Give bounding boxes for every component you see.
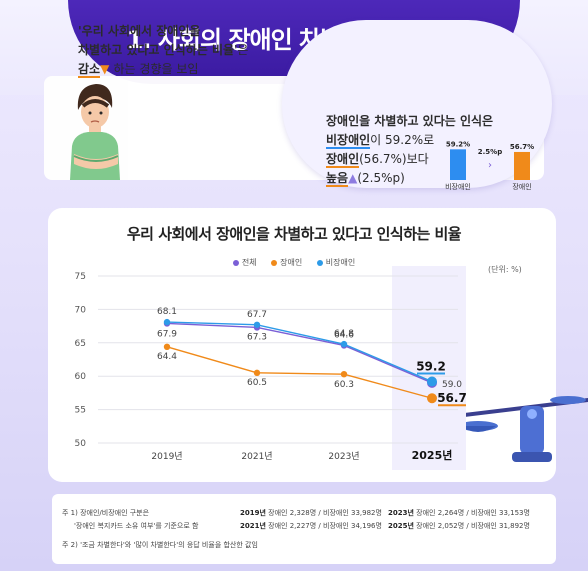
data-label: 64.6	[334, 330, 354, 340]
footnote-1b: '장애인 복지카드 소유 여부'를 기준으로 함	[74, 522, 199, 530]
highlight-column-2025	[392, 266, 466, 470]
sample-2025: 2025년 장애인 2,052명 / 비장애인 31,892명	[388, 522, 530, 530]
y-tick-label: 50	[75, 439, 87, 449]
data-label: 56.7	[437, 391, 467, 405]
mini-bar-value-disabled: 56.7%	[510, 143, 534, 151]
person-arms-crossed-icon	[70, 84, 120, 180]
summary-left-line1: '우리 사회에서 장애인을	[78, 24, 201, 38]
footnote-1a: 주 1) 장애인/비장애인 구분은	[62, 509, 150, 517]
data-label: 64.8	[334, 329, 354, 339]
data-label: 67.9	[157, 329, 177, 339]
data-point	[253, 321, 261, 328]
data-label: 59.2	[416, 360, 446, 374]
mini-bar-value-nondisabled: 59.2%	[446, 140, 470, 148]
mini-diff-label: 2.5%p	[478, 148, 502, 156]
arrow-down-icon: ▼	[100, 62, 110, 76]
summary-left-decrease: 감소	[78, 62, 101, 78]
legend-label-nondisabled: 비장애인	[325, 258, 356, 267]
data-label: 64.4	[157, 352, 177, 362]
x-tick-label: 2021년	[241, 451, 272, 462]
y-tick-label: 70	[75, 305, 87, 315]
x-tick-label: 2019년	[151, 451, 182, 462]
data-label: 60.5	[247, 378, 267, 388]
sample-2021: 2021년 장애인 2,227명 / 비장애인 34,196명	[240, 522, 382, 530]
series-line-0	[166, 322, 433, 384]
chart-title: 우리 사회에서 장애인을 차별하고 있다고 인식하는 비율	[126, 225, 462, 243]
sample-2019: 2019년 장애인 2,328명 / 비장애인 33,982명	[240, 509, 382, 517]
chart-unit: (단위: %)	[488, 265, 522, 274]
footnote-box: 주 1) 장애인/비장애인 구분은 '장애인 복지카드 소유 여부'를 기준으로…	[52, 494, 556, 564]
summary-left-line2-tail: '은	[234, 43, 249, 57]
data-point	[163, 318, 171, 326]
series-line-1	[166, 346, 433, 399]
x-tick-label: 2023년	[328, 451, 359, 462]
data-label: 60.3	[334, 380, 354, 390]
mini-bar-label-disabled: 장애인	[512, 182, 531, 191]
data-label: 68.1	[157, 307, 177, 317]
data-point	[163, 343, 171, 351]
mini-bar-nondisabled	[450, 149, 466, 180]
data-point	[427, 393, 437, 404]
summary-right-higher: 높음	[326, 171, 349, 187]
summary-left-line2-highlight: 차별하고 있다고 인식하는 비율	[78, 43, 235, 57]
data-label: 67.7	[247, 310, 267, 320]
summary-right-text: 장애인을 차별하고 있다는 인식은 비장애인이 59.2%로 장애인(56.7%…	[326, 112, 493, 188]
chart-card	[48, 208, 556, 482]
chart-legend: 전체 장애인 비장애인	[0, 257, 588, 268]
summary-right-line4-tail: (2.5%p)	[357, 171, 405, 185]
sample-2023: 2023년 장애인 2,264명 / 비장애인 33,153명	[388, 509, 530, 517]
x-tick-label: 2025년	[412, 448, 453, 462]
footnote-2: 주 2) '조금 차별한다'와 '많이 차별한다'의 응답 비율을 합산한 값임	[62, 541, 258, 549]
mini-bar-disabled	[514, 151, 530, 180]
balance-scale-icon	[456, 396, 588, 462]
arrow-up-icon: ▲	[348, 171, 358, 185]
mini-bar-chart: 59.2% 비장애인 2.5%p › 56.7% 장애인	[445, 140, 534, 191]
data-point	[340, 340, 348, 348]
y-tick-label: 60	[75, 372, 87, 382]
legend-dot-total	[232, 259, 239, 266]
summary-left-text: '우리 사회에서 장애인을 차별하고 있다고 인식하는 비율'은 감소▼ 하는 …	[78, 22, 278, 79]
legend-label-disabled: 장애인	[280, 258, 303, 267]
data-label: 67.3	[247, 332, 267, 342]
y-tick-label: 65	[75, 339, 86, 349]
data-point	[427, 376, 437, 387]
data-point	[253, 369, 261, 377]
summary-right-line1: 장애인을 차별하고 있다는 인식은	[326, 114, 494, 128]
y-tick-label: 55	[75, 406, 86, 416]
summary-right-disabled: 장애인	[326, 152, 360, 168]
summary-right-line2-tail: 이 59.2%로	[370, 133, 435, 147]
y-tick-label: 75	[75, 272, 86, 282]
summary-bubble	[282, 20, 552, 188]
summary-right-nondisabled: 비장애인	[326, 133, 371, 149]
chevron-right-icon: ›	[488, 160, 492, 171]
data-label: 59.0	[442, 380, 462, 390]
legend-label-total: 전체	[241, 258, 257, 267]
series-line-2	[166, 321, 433, 383]
legend-dot-disabled	[271, 259, 278, 266]
data-point	[340, 370, 348, 378]
legend-dot-nondisabled	[316, 259, 323, 266]
summary-right-line3-tail: (56.7%)보다	[359, 152, 429, 166]
summary-left-line3-tail: 하는 경향을 보임	[113, 62, 199, 76]
mini-bar-label-nondisabled: 비장애인	[445, 182, 471, 191]
